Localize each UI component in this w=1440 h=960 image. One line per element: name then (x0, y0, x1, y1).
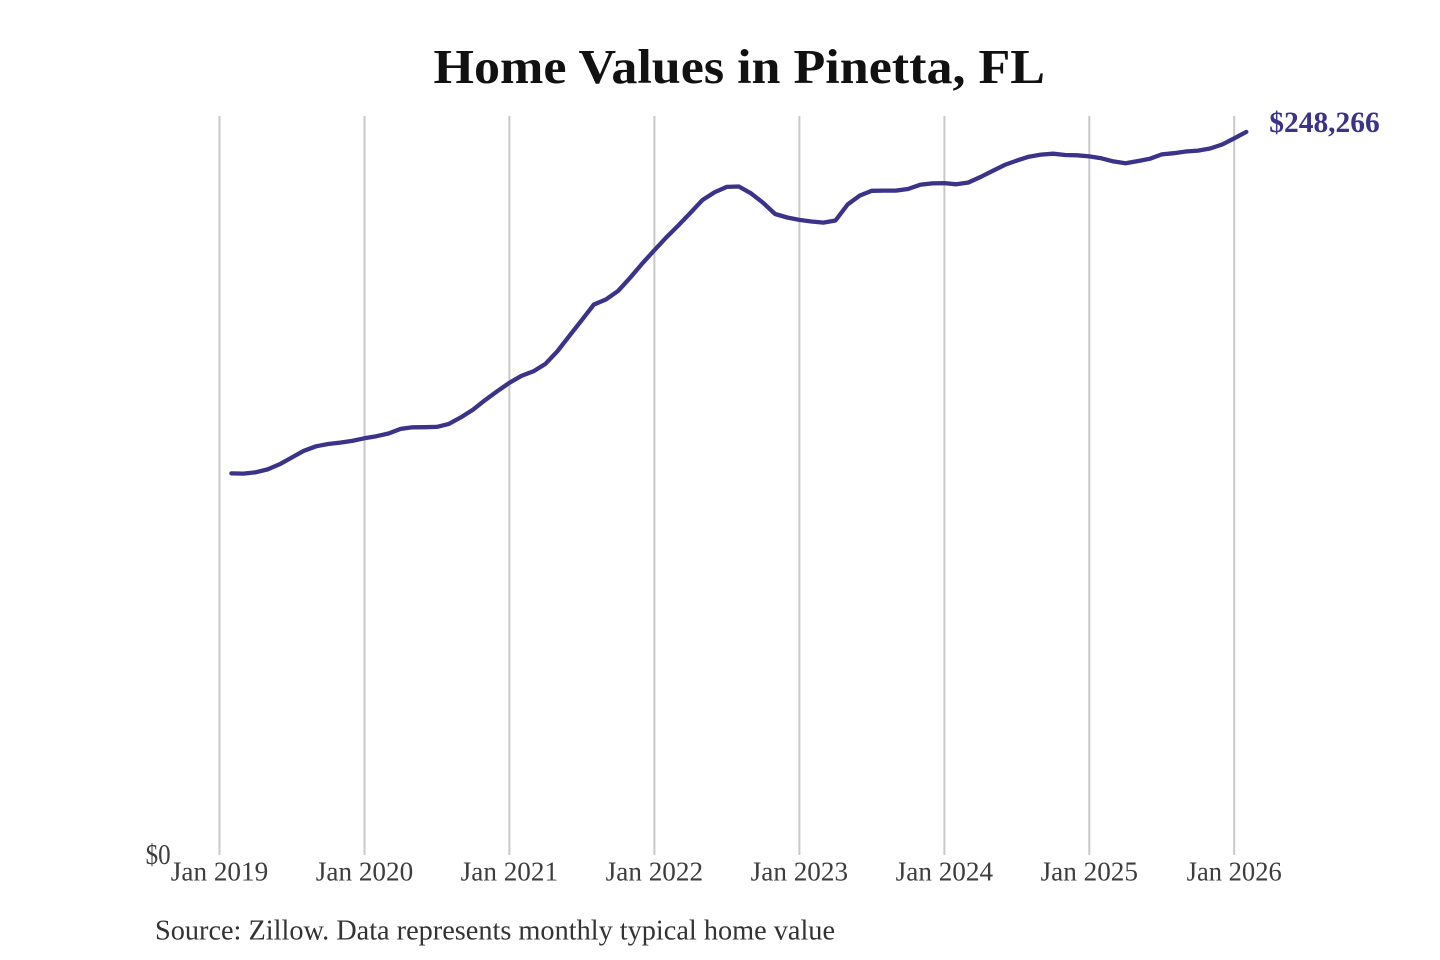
svg-text:$248,266: $248,266 (1269, 107, 1379, 139)
svg-text:Jan 2024: Jan 2024 (896, 857, 994, 887)
svg-text:Source: Zillow. Data represent: Source: Zillow. Data represents monthly … (155, 915, 835, 946)
svg-text:Jan 2019: Jan 2019 (171, 857, 268, 887)
svg-text:$0: $0 (146, 840, 171, 871)
svg-text:Jan 2023: Jan 2023 (751, 857, 848, 887)
svg-text:Jan 2022: Jan 2022 (606, 857, 703, 887)
svg-text:Jan 2025: Jan 2025 (1041, 857, 1138, 887)
svg-text:Jan 2020: Jan 2020 (316, 857, 413, 887)
svg-text:Jan 2026: Jan 2026 (1187, 857, 1282, 887)
svg-text:Jan 2021: Jan 2021 (461, 857, 558, 887)
svg-text:Home Values in Pinetta, FL: Home Values in Pinetta, FL (434, 39, 1046, 94)
